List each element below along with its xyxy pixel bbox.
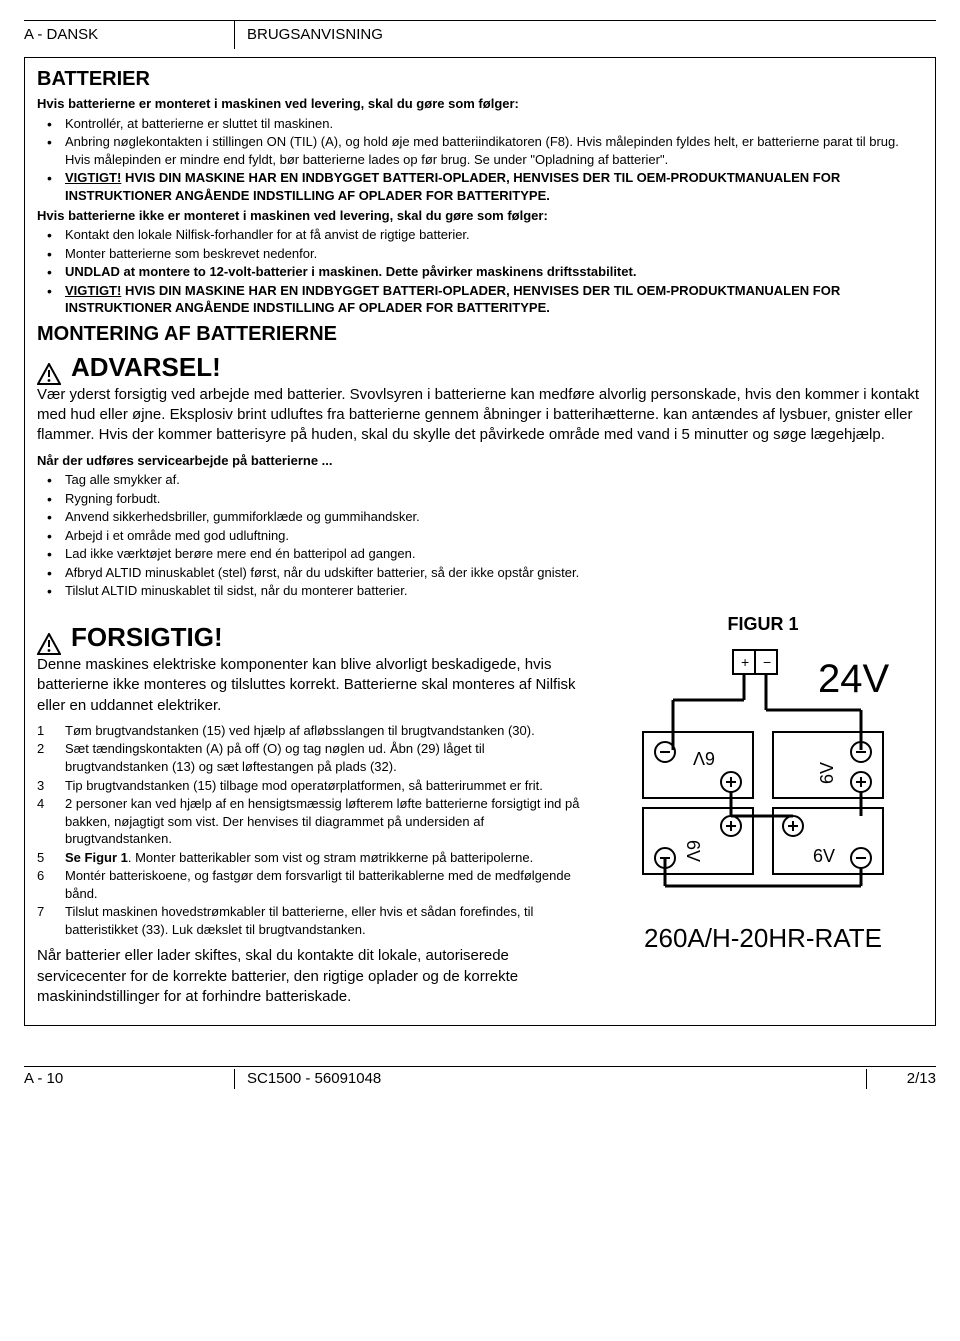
content-box: BATTERIER Hvis batterierne er monteret i… [24, 57, 936, 1026]
section-batterier-title: BATTERIER [37, 66, 923, 93]
list-text: Rygning forbudt. [65, 491, 160, 506]
list-text: HVIS DIN MASKINE HAR EN INDBYGGET BATTER… [65, 283, 840, 316]
list-text: Anbring nøglekontakten i stillingen ON (… [65, 134, 899, 167]
list-item: 7 Tilslut maskinen hovedstrømkabler til b… [37, 903, 587, 938]
list-text: Tip brugtvandstanken (15) tilbage mod op… [65, 778, 543, 793]
batterier-list-2: Kontakt den lokale Nilfisk-forhandler fo… [37, 226, 923, 317]
batterier-list-1: Kontrollér, at batterierne er sluttet ti… [37, 115, 923, 205]
list-text: HVIS DIN MASKINE HAR EN INDBYGGET BATTER… [65, 170, 840, 203]
list-text: Montér batteriskoene, og fastgør dem for… [65, 868, 571, 901]
list-text: Monter batterierne som beskrevet nedenfo… [65, 246, 317, 261]
vigtigt-label: VIGTIGT! [65, 283, 121, 298]
list-text: Tag alle smykker af. [65, 472, 180, 487]
advarsel-row: ADVARSEL! [37, 350, 923, 385]
list-text: Anvend sikkerhedsbriller, gummiforklæde … [65, 509, 420, 524]
svg-text:−: − [763, 654, 771, 670]
step-num: 7 [37, 903, 57, 921]
svg-text:6V: 6V [693, 748, 715, 768]
vigtigt-label: VIGTIGT! [65, 170, 121, 185]
advarsel-para: Vær yderst forsigtig ved arbejde med bat… [37, 385, 923, 446]
step-num: 5 [37, 849, 57, 867]
batterier-intro: Hvis batterierne er monteret i maskinen … [37, 95, 923, 113]
svg-text:6V: 6V [817, 762, 837, 784]
list-text: Tøm brugtvandstanken (15) ved hjælp af a… [65, 723, 535, 738]
list-item: Tag alle smykker af. [37, 471, 923, 489]
forsigtig-heading: FORSIGTIG! [71, 620, 223, 655]
list-item: Afbryd ALTID minuskablet (stel) først, n… [37, 564, 923, 582]
list-item: 3 Tip brugtvandstanken (15) tilbage mod o… [37, 777, 587, 795]
svg-text:6V: 6V [683, 840, 703, 862]
step-num: 6 [37, 867, 57, 885]
warning-icon [37, 363, 61, 385]
service-sub: Når der udføres servicearbejde på batter… [37, 452, 923, 470]
list-item: VIGTIGT! HVIS DIN MASKINE HAR EN INDBYGG… [37, 169, 923, 204]
list-text: . Monter batterikabler som vist og stram… [128, 850, 533, 865]
header-title: BRUGSANVISNING [234, 21, 936, 49]
list-text: Tilslut ALTID minuskablet til sidst, når… [65, 583, 407, 598]
page-header: A - DANSK BRUGSANVISNING [24, 20, 936, 49]
page-footer: A - 10 SC1500 - 56091048 2/13 [24, 1066, 936, 1089]
list-text: Lad ikke værktøjet berøre mere end én ba… [65, 546, 415, 561]
fig-ref: Se Figur 1 [65, 850, 128, 865]
rate-label: 260A/H-20HR-RATE [603, 921, 923, 956]
step-num: 2 [37, 740, 57, 758]
battery-diagram: + − 24V 6V [613, 642, 913, 907]
warning-icon [37, 633, 61, 655]
list-item: Monter batterierne som beskrevet nedenfo… [37, 245, 923, 263]
install-steps: 1 Tøm brugtvandstanken (15) ved hjælp af … [37, 722, 587, 939]
list-text: Arbejd i et område med god udluftning. [65, 528, 289, 543]
svg-text:+: + [741, 654, 749, 670]
list-item: Lad ikke værktøjet berøre mere end én ba… [37, 545, 923, 563]
forsigtig-left: FORSIGTIG! Denne maskines elektriske kom… [37, 602, 587, 1013]
service-list: Tag alle smykker af. Rygning forbudt. An… [37, 471, 923, 600]
step-num: 4 [37, 795, 57, 813]
footer-doc-id: SC1500 - 56091048 [234, 1069, 866, 1089]
figure-column: FIGUR 1 + − 24V [603, 602, 923, 1013]
list-text: UNDLAD at montere to 12-volt-batterier i… [65, 264, 636, 279]
list-text: Kontrollér, at batterierne er sluttet ti… [65, 116, 333, 131]
list-item: Tilslut ALTID minuskablet til sidst, når… [37, 582, 923, 600]
forsigtig-para: Denne maskines elektriske komponenter ka… [37, 655, 587, 716]
figure-title: FIGUR 1 [603, 612, 923, 636]
forsigtig-row: FORSIGTIG! [37, 620, 587, 655]
list-item: Rygning forbudt. [37, 490, 923, 508]
list-item: Kontakt den lokale Nilfisk-forhandler fo… [37, 226, 923, 244]
advarsel-heading: ADVARSEL! [71, 350, 221, 385]
list-item: Arbejd i et område med god udluftning. [37, 527, 923, 545]
footer-page-id: A - 10 [24, 1069, 234, 1089]
list-text: Sæt tændingskontakten (A) på off (O) og … [65, 741, 485, 774]
batterier-intro-2: Hvis batterierne ikke er monteret i mask… [37, 207, 923, 225]
section-montering-title: MONTERING AF BATTERIERNE [37, 321, 923, 348]
list-item: Kontrollér, at batterierne er sluttet ti… [37, 115, 923, 133]
list-item: 1 Tøm brugtvandstanken (15) ved hjælp af … [37, 722, 587, 740]
list-item: 4 2 personer kan ved hjælp af en hensigts… [37, 795, 587, 848]
forsigtig-columns: FORSIGTIG! Denne maskines elektriske kom… [37, 602, 923, 1013]
list-text: Tilslut maskinen hovedstrømkabler til ba… [65, 904, 533, 937]
list-item: VIGTIGT! HVIS DIN MASKINE HAR EN INDBYGG… [37, 282, 923, 317]
closing-para: Når batterier eller lader skiftes, skal … [37, 946, 587, 1007]
list-text: Kontakt den lokale Nilfisk-forhandler fo… [65, 227, 470, 242]
svg-text:6V: 6V [813, 846, 835, 866]
volt-24-label: 24V [818, 657, 889, 701]
list-text: 2 personer kan ved hjælp af en hensigtsm… [65, 796, 579, 846]
footer-page-num: 2/13 [866, 1069, 936, 1089]
header-lang: A - DANSK [24, 21, 234, 49]
list-item: 2 Sæt tændingskontakten (A) på off (O) og… [37, 740, 587, 775]
list-item: Anbring nøglekontakten i stillingen ON (… [37, 133, 923, 168]
list-item: 5 Se Figur 1. Monter batterikabler som vi… [37, 849, 587, 867]
list-item: Anvend sikkerhedsbriller, gummiforklæde … [37, 508, 923, 526]
list-text: Afbryd ALTID minuskablet (stel) først, n… [65, 565, 579, 580]
list-item: UNDLAD at montere to 12-volt-batterier i… [37, 263, 923, 281]
step-num: 3 [37, 777, 57, 795]
list-item: 6 Montér batteriskoene, og fastgør dem fo… [37, 867, 587, 902]
step-num: 1 [37, 722, 57, 740]
